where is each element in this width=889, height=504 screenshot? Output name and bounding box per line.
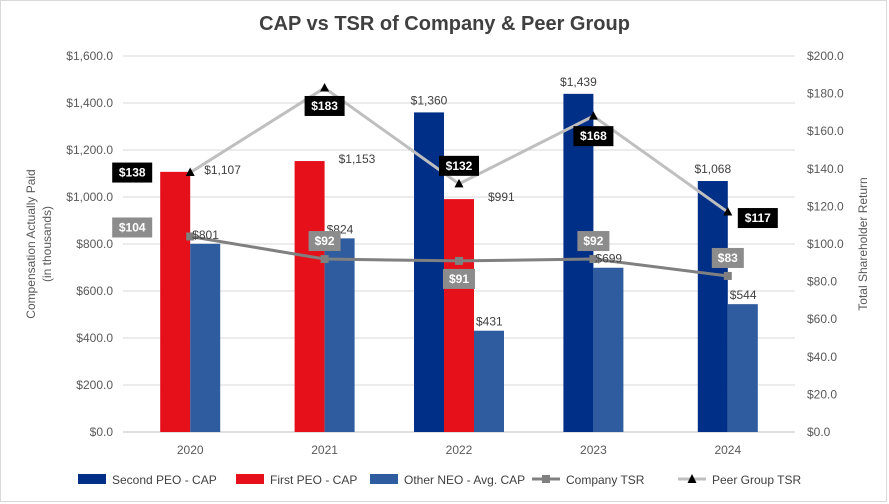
left-axis-tick-label: $600.0 <box>76 284 113 298</box>
legend-marker-company-tsr <box>542 475 550 483</box>
tsr-tag-label-company-tsr: $83 <box>718 251 738 265</box>
tsr-tag-label-peer-group-tsr: $117 <box>745 211 771 225</box>
right-axis-tick-label: $20.0 <box>807 387 837 401</box>
data-label-second-peo-cap: $1,068 <box>694 162 731 176</box>
left-axis-tick-label: $0.0 <box>90 425 114 439</box>
marker-company-tsr <box>320 255 329 264</box>
tsr-tag-label-company-tsr: $92 <box>583 234 603 248</box>
left-axis-tick-label: $400.0 <box>76 331 113 345</box>
chart-title: CAP vs TSR of Company & Peer Group <box>259 13 630 35</box>
data-label-first-peo-cap: $1,153 <box>339 152 376 166</box>
tsr-tag-peer-group-tsr <box>112 162 153 183</box>
bar-second-peo-cap <box>563 93 594 433</box>
marker-company-tsr <box>455 256 463 265</box>
data-labels: $1,107$801$1,153$824$1,360$991$431$1,439… <box>112 75 778 329</box>
tsr-tag-label-company-tsr: $91 <box>449 272 469 286</box>
data-label-first-peo-cap: $991 <box>488 190 515 204</box>
bar-other-neo-avg-cap <box>474 330 504 432</box>
left-axis-subtitle: (in thousands) <box>40 206 54 282</box>
marker-company-tsr <box>589 255 598 264</box>
legend-marker-peer-group-tsr <box>687 474 697 483</box>
right-axis-tick-label: $160.0 <box>807 124 844 138</box>
legend-swatch-first-peo-cap <box>236 474 264 484</box>
x-axis-tick-label: 2022 <box>446 443 473 457</box>
right-axis-title: Total Shareholder Return <box>856 177 870 310</box>
right-axis-tick-label: $0.0 <box>807 425 831 439</box>
bar-first-peo-cap <box>444 199 474 432</box>
bar-other-neo-avg-cap <box>727 304 758 432</box>
right-axis-tick-label: $200.0 <box>807 49 844 63</box>
tsr-tag-company-tsr <box>711 247 744 268</box>
marker-peer-group-tsr <box>588 111 598 120</box>
bar-other-neo-avg-cap <box>593 267 624 432</box>
tsr-tag-company-tsr <box>577 231 610 252</box>
left-axis-title: Compensation Actually Paid <box>24 169 38 318</box>
legend-label-company-tsr: Company TSR <box>566 473 645 487</box>
tsr-tag-peer-group-tsr <box>304 95 345 116</box>
legend: Second PEO - CAP First PEO - CAP Other NEO… <box>78 473 801 487</box>
right-axis-tick-label: $40.0 <box>807 350 837 364</box>
tsr-tag-peer-group-tsr <box>573 126 614 147</box>
tsr-tag-label-company-tsr: $92 <box>315 234 335 248</box>
left-axis-tick-label: $200.0 <box>76 378 113 392</box>
x-axis-tick-label: 2021 <box>311 443 338 457</box>
tsr-tag-label-peer-group-tsr: $138 <box>119 166 146 180</box>
tsr-tag-label-peer-group-tsr: $168 <box>580 129 607 143</box>
left-axis-tick-label: $1,200.0 <box>66 143 113 157</box>
legend-label-other-neo-avg-cap: Other NEO - Avg. CAP <box>404 473 525 487</box>
marker-peer-group-tsr <box>185 167 195 177</box>
legend-label-first-peo-cap: First PEO - CAP <box>270 473 357 487</box>
bar-other-neo-avg-cap <box>324 238 355 432</box>
right-axis-tick-label: $100.0 <box>807 237 844 251</box>
bar-second-peo-cap <box>697 181 728 432</box>
right-axis-tick-label: $60.0 <box>807 312 837 326</box>
marker-company-tsr <box>723 271 732 280</box>
left-axis-tick-label: $1,000.0 <box>66 190 113 204</box>
x-axis-tick-label: 2023 <box>580 443 607 457</box>
data-label-other-neo-avg-cap: $801 <box>192 228 219 242</box>
bar-first-peo-cap <box>294 161 325 433</box>
x-axis-tick-label: 2020 <box>177 443 204 457</box>
tsr-tag-peer-group-tsr <box>439 155 479 176</box>
marker-peer-group-tsr <box>723 207 733 216</box>
tsr-tag-label-company-tsr: $104 <box>119 220 146 234</box>
marker-peer-group-tsr <box>454 178 464 188</box>
tsr-tag-label-peer-group-tsr: $132 <box>446 159 473 173</box>
data-label-other-neo-avg-cap: $544 <box>730 288 757 302</box>
bar-other-neo-avg-cap <box>190 243 221 432</box>
tsr-tag-company-tsr <box>443 268 475 289</box>
tsr-tag-label-peer-group-tsr: $183 <box>311 99 338 113</box>
legend-label-peer-group-tsr: Peer Group TSR <box>712 473 801 487</box>
tsr-tag-company-tsr <box>308 231 341 252</box>
legend-label-second-peo-cap: Second PEO - CAP <box>112 473 217 487</box>
axes: $0.0 $200.0 $400.0 $600.0 $800.0 $1,000.0 $1,2… <box>24 49 870 457</box>
left-axis-tick-label: $800.0 <box>76 237 113 251</box>
data-label-other-neo-avg-cap: $699 <box>595 252 622 266</box>
left-axis-tick-label: $1,400.0 <box>66 96 113 110</box>
data-label-first-peo-cap: $1,107 <box>204 163 241 177</box>
right-axis-tick-label: $120.0 <box>807 199 844 213</box>
right-axis-tick-label: $180.0 <box>807 87 844 101</box>
tsr-tag-peer-group-tsr <box>737 208 778 229</box>
marker-company-tsr <box>186 232 195 241</box>
bar-first-peo-cap <box>160 171 191 433</box>
left-axis-tick-label: $1,600.0 <box>66 49 113 63</box>
tsr-tag-company-tsr <box>112 217 153 238</box>
data-label-second-peo-cap: $1,439 <box>560 75 597 89</box>
legend-swatch-second-peo-cap <box>78 474 106 484</box>
legend-swatch-other-neo-avg-cap <box>370 474 398 484</box>
x-axis-tick-label: 2024 <box>714 443 741 457</box>
right-axis-tick-label: $80.0 <box>807 275 837 289</box>
data-label-second-peo-cap: $1,360 <box>411 93 448 107</box>
tsr-lines <box>185 82 733 280</box>
right-axis-tick-label: $140.0 <box>807 162 844 176</box>
marker-peer-group-tsr <box>320 82 330 92</box>
data-label-other-neo-avg-cap: $431 <box>476 315 503 329</box>
